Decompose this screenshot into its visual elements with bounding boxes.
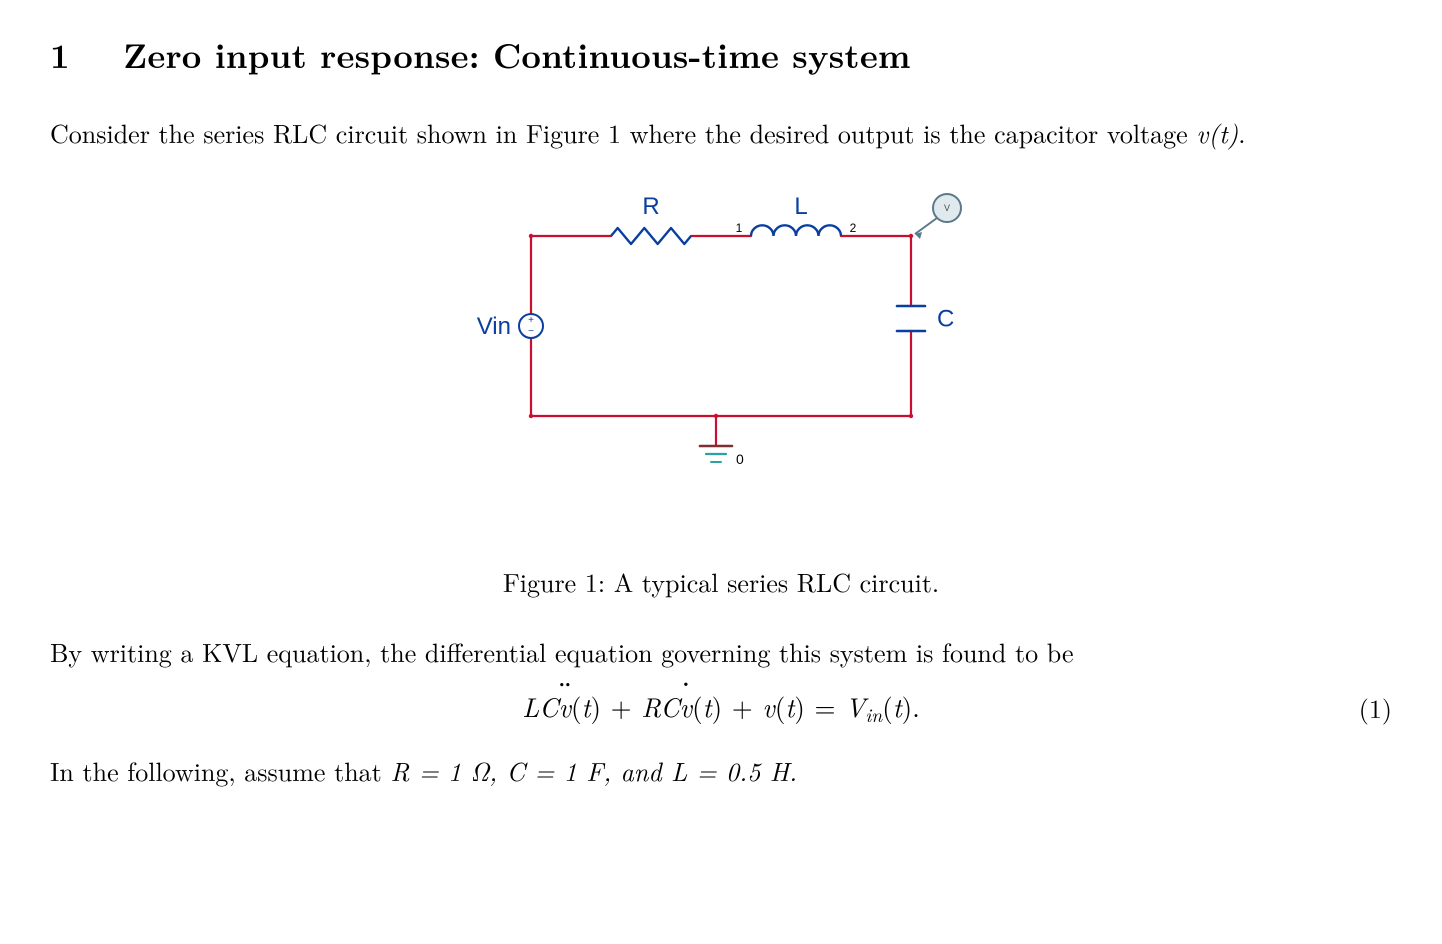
svg-text:1: 1 (736, 221, 743, 235)
svg-text:R: R (642, 193, 659, 220)
svg-text:2: 2 (850, 221, 857, 235)
figure: +− Vin R L 1 2 C 0 V Figure 1: A typical series … (50, 176, 1392, 600)
equation-number: (1) (1359, 689, 1392, 726)
para3-a: In the following, assume that (50, 752, 390, 789)
intro-paragraph: Consider the series RLC circuit shown in… (50, 115, 1392, 150)
para1-text-b: . (1238, 114, 1245, 151)
section-heading: 1 Zero input response: Continuous-time s… (50, 30, 1392, 79)
svg-text:C: C (937, 306, 954, 333)
para1-text-a: Consider the series RLC circuit shown in… (50, 114, 1196, 151)
para1-vt: v(t) (1196, 114, 1238, 151)
section-title: Zero input response: Continuous-time sys… (123, 30, 910, 79)
equation: LCv(t) + RCv(t) + v(t) = Vin(t). (522, 687, 919, 728)
page: 1 Zero input response: Continuous-time s… (0, 0, 1442, 944)
svg-text:+: + (528, 315, 534, 326)
para3-vals: R = 1 Ω, C = 1 F, and L = 0.5 H. (390, 752, 797, 789)
svg-text:Vin: Vin (477, 313, 511, 340)
figure-caption: Figure 1: A typical series RLC circuit. (50, 563, 1392, 600)
para3: In the following, assume that R = 1 Ω, C… (50, 753, 1392, 788)
section-number: 1 (50, 30, 110, 79)
svg-text:V: V (944, 203, 950, 213)
svg-text:0: 0 (736, 451, 744, 467)
svg-text:L: L (794, 193, 807, 220)
circuit-diagram: +− Vin R L 1 2 C 0 V (441, 176, 1001, 536)
equation-row: LCv(t) + RCv(t) + v(t) = Vin(t). (1) (50, 683, 1392, 731)
svg-text:−: − (528, 326, 534, 337)
para2: By writing a KVL equation, the different… (50, 634, 1392, 669)
